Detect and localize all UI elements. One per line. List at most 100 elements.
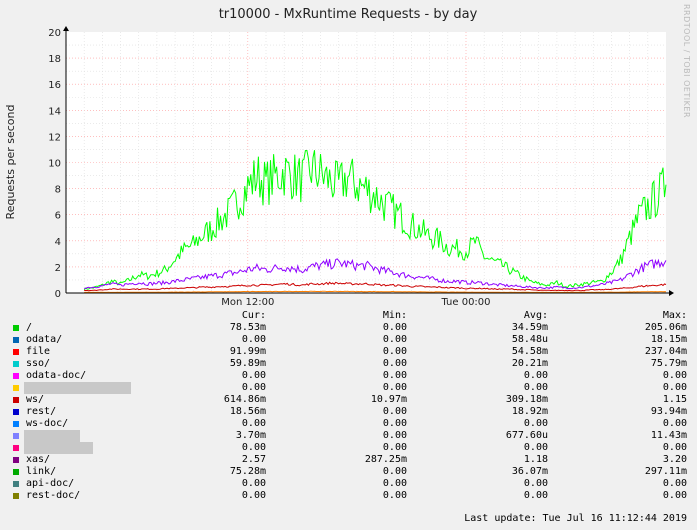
- legend-name: /: [26, 322, 33, 333]
- legend-avg: 0.00: [523, 382, 548, 393]
- legend-avg: 1.18: [523, 454, 548, 465]
- watermark: RRDTOOL / TOBI OETIKER: [682, 4, 691, 118]
- legend-max: 11.43m: [650, 430, 687, 441]
- legend-row: 3.70m 0.00 677.60u 11.43m: [0, 430, 697, 442]
- legend-name: sso/: [26, 358, 51, 369]
- legend-row: file 91.99m 0.00 54.58m 237.04m: [0, 346, 697, 358]
- legend-min: 0.00: [382, 478, 407, 489]
- legend-row: ws/614.86m 10.97m 309.18m 1.15: [0, 394, 697, 406]
- legend-swatch: [13, 409, 19, 415]
- legend-cur: 59.89m: [229, 358, 266, 369]
- legend-row: rest/18.56m 0.00 18.92m 93.94m: [0, 406, 697, 418]
- legend-min: 0.00: [382, 418, 407, 429]
- legend-row: / 78.53m 0.00 34.59m 205.06m: [0, 322, 697, 334]
- legend-min: 0.00: [382, 430, 407, 441]
- legend-swatch: [13, 325, 19, 331]
- legend-max: 93.94m: [650, 406, 687, 417]
- legend-min: 0.00: [382, 358, 407, 369]
- legend-cur: 0.00: [241, 478, 266, 489]
- y-tick-labels: 0 2 4 6 8 10 12 14 16 18 20: [48, 28, 61, 300]
- y-tick-label: 0: [55, 289, 61, 300]
- legend-name: odata/: [26, 334, 63, 345]
- x-axis-arrow: [669, 290, 674, 296]
- series-line: [84, 290, 667, 293]
- legend-swatch: [13, 457, 19, 463]
- legend-swatch: [13, 493, 19, 499]
- y-tick-label: 12: [48, 132, 61, 143]
- legend-max: 0.00: [662, 442, 687, 453]
- legend-max: 75.79m: [650, 358, 687, 369]
- legend-swatch: [13, 349, 19, 355]
- header-min: Min:: [382, 310, 407, 321]
- legend-max: 0.00: [662, 382, 687, 393]
- legend-swatch: [13, 421, 19, 427]
- series-lines: [83, 149, 667, 293]
- y-tick-label: 14: [48, 106, 61, 117]
- legend-row: odata-doc/0.00 0.00 0.00 0.00: [0, 370, 697, 382]
- legend-header: Cur: Min: Avg: Max:: [0, 310, 697, 322]
- y-tick-label: 20: [48, 28, 61, 39]
- legend-avg: 58.48u: [511, 334, 548, 345]
- legend-cur: 0.00: [241, 490, 266, 501]
- legend-avg: 54.58m: [511, 346, 548, 357]
- legend-cur: 0.00: [241, 334, 266, 345]
- legend-name: link/: [26, 466, 57, 477]
- legend-cur: 0.00: [241, 418, 266, 429]
- legend-cur: 75.28m: [229, 466, 266, 477]
- legend-avg: 309.18m: [505, 394, 548, 405]
- legend-max: 3.20: [662, 454, 687, 465]
- x-tick-label: Mon 12:00: [221, 297, 274, 308]
- legend-min: 0.00: [382, 382, 407, 393]
- legend-name: api-doc/: [26, 478, 75, 489]
- y-axis-arrow: [63, 26, 69, 31]
- legend-cur: 18.56m: [229, 406, 266, 417]
- legend-swatch: [13, 337, 19, 343]
- legend-swatch: [13, 469, 19, 475]
- redacted-label: [24, 442, 93, 454]
- legend-avg: 36.07m: [511, 466, 548, 477]
- legend-max: 297.11m: [644, 466, 687, 477]
- legend-min: 0.00: [382, 370, 407, 381]
- legend-max: 0.00: [662, 490, 687, 501]
- header-cur: Cur:: [241, 310, 266, 321]
- legend-min: 0.00: [382, 490, 407, 501]
- legend-row: xas/2.57 287.25m 1.18 3.20: [0, 454, 697, 466]
- legend-swatch: [13, 481, 19, 487]
- legend-swatch: [13, 445, 19, 451]
- axes: [63, 26, 674, 296]
- legend-cur: 0.00: [241, 370, 266, 381]
- legend-name: xas/: [26, 454, 51, 465]
- legend-avg: 0.00: [523, 370, 548, 381]
- legend-row: sso/59.89m 0.00 20.21m 75.79m: [0, 358, 697, 370]
- redacted-label: [24, 382, 131, 394]
- legend-min: 0.00: [382, 466, 407, 477]
- legend-min: 0.00: [382, 334, 407, 345]
- y-axis-label: Requests per second: [4, 105, 17, 220]
- legend-swatch: [13, 373, 19, 379]
- legend-max: 205.06m: [644, 322, 687, 333]
- legend-max: 18.15m: [650, 334, 687, 345]
- legend-cur: 2.57: [241, 454, 266, 465]
- header-avg: Avg:: [523, 310, 548, 321]
- y-tick-label: 18: [48, 54, 61, 65]
- legend-max: 0.00: [662, 478, 687, 489]
- legend-min: 0.00: [382, 346, 407, 357]
- legend-cur: 3.70m: [235, 430, 266, 441]
- legend-cur: 0.00: [241, 382, 266, 393]
- legend-min: 287.25m: [364, 454, 407, 465]
- legend-swatch: [13, 433, 19, 439]
- legend-swatch: [13, 397, 19, 403]
- y-tick-label: 2: [55, 263, 61, 274]
- legend-name: file: [26, 346, 51, 357]
- y-tick-label: 4: [55, 237, 61, 248]
- series-line: [83, 149, 667, 291]
- legend-row: rest-doc/0.00 0.00 0.00 0.00: [0, 490, 697, 502]
- legend-swatch: [13, 385, 19, 391]
- last-update: Last update: Tue Jul 16 11:12:44 2019: [464, 513, 687, 524]
- legend-avg: 0.00: [523, 478, 548, 489]
- plot-grid: [66, 32, 666, 293]
- y-tick-label: 8: [55, 185, 61, 196]
- legend-swatch: [13, 361, 19, 367]
- y-tick-label: 10: [48, 159, 61, 170]
- series-line: [84, 281, 667, 292]
